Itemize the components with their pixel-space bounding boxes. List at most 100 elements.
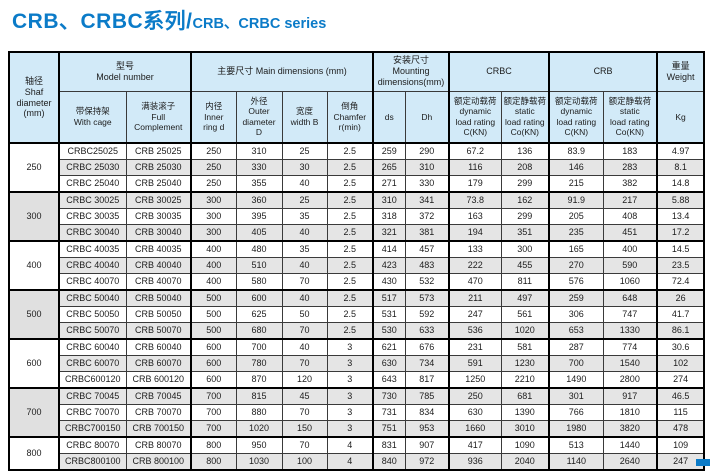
cell-r: 2.5 — [326, 306, 374, 323]
cell-ds: 840 — [372, 453, 406, 471]
cell-crb_c: 91.9 — [548, 191, 604, 209]
cell-B: 30 — [281, 159, 328, 176]
table-row: CRBC 25030 CRB 25030 250 330 30 2.5 265 310 116 2… — [9, 159, 705, 176]
cell-D: 815 — [235, 387, 283, 405]
cell-B: 70 — [281, 404, 328, 421]
cell-crb_co: 774 — [602, 338, 658, 356]
cell-d: 700 — [190, 420, 237, 438]
cell-Dh: 817 — [404, 371, 450, 389]
table-row: CRBC700150 CRB 700150 700 1020 150 3 751 953 166… — [9, 420, 705, 438]
cell-crb_c: 205 — [548, 208, 604, 225]
cell-with_cage: CRBC25025 — [58, 142, 127, 160]
shaft-diameter-cell: 600 — [8, 338, 60, 389]
cell-d: 400 — [190, 240, 237, 258]
cell-full_complement: CRB 60040 — [125, 338, 192, 356]
cell-B: 40 — [281, 289, 328, 307]
shaft-diameter-cell: 400 — [8, 240, 60, 291]
cell-crb_co: 1810 — [602, 404, 658, 421]
cell-ds: 430 — [372, 273, 406, 291]
cell-crbc_c: 194 — [448, 224, 502, 242]
cell-crbc_c: 630 — [448, 404, 502, 421]
header-mounting-dimensions: 安装尺寸 Mounting dimensions(mm) — [372, 51, 450, 92]
cell-crbc_co: 299 — [500, 208, 550, 225]
table-row: CRBC 30035 CRB 30035 300 395 35 2.5 318 372 163 2… — [9, 208, 705, 225]
cell-kg: 14.5 — [656, 240, 705, 258]
cell-crb_co: 1330 — [602, 322, 658, 340]
cell-kg: 478 — [656, 420, 705, 438]
cell-with_cage: CRBC 30025 — [58, 191, 127, 209]
table-row: 700 CRBC 70045 CRB 70045 700 815 45 3 730 785 250… — [8, 387, 705, 438]
header-chamfer: 倒角 Chamfer r(min) — [326, 90, 374, 144]
cell-B: 45 — [281, 387, 328, 405]
cell-full_complement: CRB 30025 — [125, 191, 192, 209]
cell-r: 4 — [326, 453, 374, 471]
cell-crb_c: 576 — [548, 273, 604, 291]
cell-d: 500 — [190, 306, 237, 323]
cell-crb_co: 183 — [602, 142, 658, 160]
table-row: CRBC 50050 CRB 50050 500 625 50 2.5 531 592 247 5… — [9, 306, 705, 323]
cell-d: 600 — [190, 371, 237, 389]
cell-D: 780 — [235, 355, 283, 372]
cell-full_complement: CRB 40040 — [125, 257, 192, 274]
cell-r: 2.5 — [326, 289, 374, 307]
cell-with_cage: CRBC800100 — [58, 453, 127, 471]
table-row: CRBC 40070 CRB 40070 400 580 70 2.5 430 532 470 8… — [9, 273, 705, 291]
cell-crbc_co: 351 — [500, 224, 550, 242]
shaft-diameter-cell: 800 — [8, 436, 60, 471]
cell-kg: 13.4 — [656, 208, 705, 225]
cell-d: 300 — [190, 224, 237, 242]
cell-full_complement: CRB 60070 — [125, 355, 192, 372]
header-crbc-group: CRBC — [448, 51, 550, 92]
cell-crbc_co: 299 — [500, 175, 550, 193]
cell-Dh: 633 — [404, 322, 450, 340]
cell-kg: 102 — [656, 355, 705, 372]
cell-d: 250 — [190, 159, 237, 176]
page-title: CRB、CRBC系列/CRB、CRBC series — [12, 9, 710, 39]
cell-Dh: 372 — [404, 208, 450, 225]
cell-B: 100 — [281, 453, 328, 471]
cell-B: 40 — [281, 338, 328, 356]
header-ds: ds — [372, 90, 406, 144]
cell-ds: 414 — [372, 240, 406, 258]
cell-crb_c: 235 — [548, 224, 604, 242]
cell-crbc_c: 536 — [448, 322, 502, 340]
cell-kg: 46.5 — [656, 387, 705, 405]
cell-B: 70 — [281, 436, 328, 454]
cell-B: 150 — [281, 420, 328, 438]
cell-B: 70 — [281, 273, 328, 291]
page-title-chinese: CRB、CRBC系列/ — [12, 10, 193, 33]
cell-full_complement: CRB 25030 — [125, 159, 192, 176]
cell-with_cage: CRBC 50040 — [58, 289, 127, 307]
cell-r: 2.5 — [326, 208, 374, 225]
cell-crbc_c: 133 — [448, 240, 502, 258]
cell-crbc_c: 73.8 — [448, 191, 502, 209]
cell-ds: 531 — [372, 306, 406, 323]
cell-d: 600 — [190, 355, 237, 372]
cell-full_complement: CRB 25040 — [125, 175, 192, 193]
cell-crb_c: 1140 — [548, 453, 604, 471]
cell-crbc_c: 247 — [448, 306, 502, 323]
cell-d: 250 — [190, 175, 237, 193]
cell-crbc_co: 1230 — [500, 355, 550, 372]
cell-kg: 274 — [656, 371, 705, 389]
cell-D: 1020 — [235, 420, 283, 438]
cell-crb_co: 2800 — [602, 371, 658, 389]
cell-B: 35 — [281, 240, 328, 258]
header-main-dimensions: 主要尺寸 Main dimensions (mm) — [189, 51, 374, 92]
cell-B: 40 — [281, 175, 328, 193]
header-width-b: 宽度 width B — [281, 90, 328, 144]
table-row: 300 CRBC 30025 CRB 30025 300 360 25 2.5 310 341 7… — [8, 191, 705, 242]
spec-table-body: 250 CRBC25025 CRB 25025 250 310 25 2.5 259 290 67… — [8, 142, 705, 471]
cell-d: 700 — [190, 404, 237, 421]
cell-ds: 730 — [372, 387, 406, 405]
cell-kg: 4.97 — [656, 142, 705, 160]
cell-ds: 751 — [372, 420, 406, 438]
cell-crb_co: 217 — [602, 191, 658, 209]
cell-crbc_c: 211 — [448, 289, 502, 307]
cell-D: 950 — [235, 436, 283, 454]
cell-with_cage: CRBC 25030 — [58, 159, 127, 176]
cell-crbc_co: 2040 — [500, 453, 550, 471]
cell-full_complement: CRB 50050 — [125, 306, 192, 323]
cell-D: 480 — [235, 240, 283, 258]
cell-D: 580 — [235, 273, 283, 291]
